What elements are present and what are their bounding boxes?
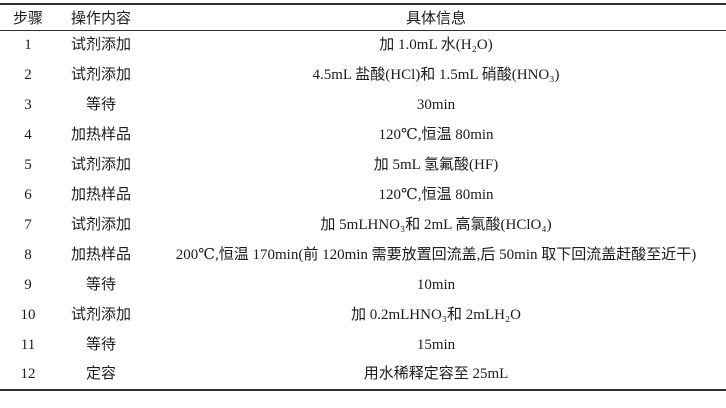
table-row: 12 定容 用水稀释定容至 25mL (0, 360, 726, 390)
header-row: 步骤 操作内容 具体信息 (0, 4, 726, 31)
step-cell: 7 (24, 216, 32, 233)
table-row: 1 试剂添加 加 1.0mL 水(H₂O) (0, 30, 726, 60)
step-cell: 8 (24, 246, 32, 263)
table-row: 3 等待 30min (0, 90, 726, 120)
table-row: 9 等待 10min (0, 270, 726, 300)
table-row: 10 试剂添加 加 0.2mLHNO₃和 2mLH₂O (0, 300, 726, 330)
column-header-detail: 具体信息 (146, 4, 726, 31)
detail-cell: 加 5mLHNO₃和 2mL 高氯酸(HClO₄) (320, 216, 552, 233)
table-row: 2 试剂添加 4.5mL 盐酸(HCl)和 1.5mL 硝酸(HNO₃) (0, 60, 726, 90)
step-cell: 2 (24, 66, 32, 83)
detail-cell: 加 0.2mLHNO₃和 2mLH₂O (350, 306, 522, 323)
detail-cell: 10min (416, 276, 456, 293)
operation-cell: 等待 (85, 96, 116, 113)
step-cell: 1 (24, 36, 32, 53)
detail-cell: 4.5mL 盐酸(HCl)和 1.5mL 硝酸(HNO₃) (312, 66, 560, 83)
operation-cell: 试剂添加 (70, 156, 131, 173)
operation-cell: 加热样品 (70, 186, 131, 203)
procedure-table: 步骤 操作内容 具体信息 1 试剂添加 加 1.0mL 水(H₂O) 2 试剂添加 4.5… (0, 3, 726, 391)
step-cell: 9 (24, 276, 32, 293)
operation-cell: 试剂添加 (70, 66, 131, 83)
detail-cell: 30min (416, 96, 456, 113)
operation-cell: 试剂添加 (70, 36, 131, 53)
step-cell: 3 (24, 96, 32, 113)
operation-cell: 等待 (85, 276, 116, 293)
operation-cell: 试剂添加 (70, 216, 131, 233)
detail-cell: 用水稀释定容至 25mL (363, 366, 509, 382)
operation-cell: 定容 (85, 366, 116, 382)
step-cell: 12 (20, 366, 36, 382)
column-header-operation: 操作内容 (56, 4, 146, 31)
table-row: 5 试剂添加 加 5mL 氢氟酸(HF) (0, 150, 726, 180)
table-row: 7 试剂添加 加 5mLHNO₃和 2mL 高氯酸(HClO₄) (0, 210, 726, 240)
table-row: 11 等待 15min (0, 330, 726, 360)
operation-cell: 加热样品 (70, 126, 131, 143)
table-row: 4 加热样品 120℃,恒温 80min (0, 120, 726, 150)
step-cell: 6 (24, 186, 32, 203)
procedure-table-container: 步骤 操作内容 具体信息 1 试剂添加 加 1.0mL 水(H₂O) 2 试剂添加 4.5… (0, 3, 726, 391)
table-body: 1 试剂添加 加 1.0mL 水(H₂O) 2 试剂添加 4.5mL 盐酸(HCl)和 1… (0, 30, 726, 390)
detail-cell: 加 5mL 氢氟酸(HF) (373, 156, 499, 173)
operation-cell: 等待 (85, 336, 116, 353)
detail-cell: 15min (416, 336, 456, 353)
step-cell: 10 (20, 306, 36, 323)
step-cell: 4 (24, 126, 32, 143)
operation-cell: 加热样品 (70, 246, 131, 263)
table-header: 步骤 操作内容 具体信息 (0, 4, 726, 31)
column-header-step: 步骤 (0, 4, 56, 31)
step-cell: 11 (20, 336, 36, 353)
detail-cell: 120℃,恒温 80min (378, 126, 494, 143)
detail-cell: 120℃,恒温 80min (378, 186, 494, 203)
step-cell: 5 (24, 156, 32, 173)
operation-cell: 试剂添加 (70, 306, 131, 323)
table-row: 8 加热样品 200℃,恒温 170min(前 120min 需要放置回流盖,后 5… (0, 240, 726, 270)
detail-cell: 200℃,恒温 170min(前 120min 需要放置回流盖,后 50min … (175, 246, 697, 263)
table-row: 6 加热样品 120℃,恒温 80min (0, 180, 726, 210)
detail-cell: 加 1.0mL 水(H₂O) (379, 36, 493, 53)
